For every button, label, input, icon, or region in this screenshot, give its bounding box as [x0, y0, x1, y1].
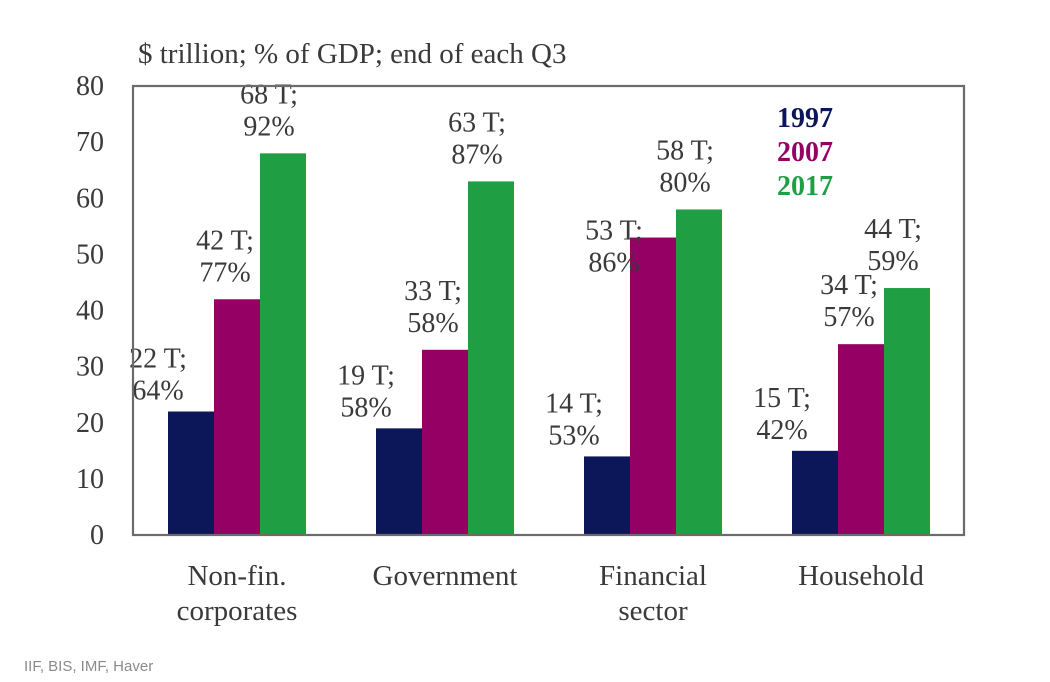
data-label-line: 58%	[407, 308, 458, 339]
bar-1997-1	[376, 428, 422, 535]
y-tick-label: 60	[76, 183, 104, 214]
data-label-1997-3: 15 T; 42%	[753, 383, 811, 446]
y-tick-label: 50	[76, 239, 104, 270]
source-note: IIF, BIS, IMF, Haver	[24, 658, 154, 675]
data-label-line: 42 T;	[196, 225, 254, 256]
legend-item-1997: 1997	[777, 103, 833, 134]
x-category-line: Government	[373, 560, 518, 592]
bar-2017-0	[260, 153, 306, 535]
data-label-2017-1: 63 T; 87%	[448, 107, 506, 170]
data-label-line: 22 T;	[129, 344, 187, 375]
bar-2007-1	[422, 349, 468, 535]
y-axis: 0 10 20 30 40 50 60 70 80	[76, 71, 104, 551]
y-tick-label: 70	[76, 127, 104, 158]
data-label-line: 64%	[132, 376, 183, 407]
legend-item-2017: 2017	[777, 171, 833, 202]
data-label-2007-0: 42 T; 77%	[196, 225, 254, 288]
bar-2017-2	[676, 209, 722, 535]
data-label-line: 57%	[823, 302, 874, 333]
x-category-label: Non-fin. corporates	[177, 560, 298, 627]
data-label-line: 33 T;	[404, 276, 462, 307]
data-label-1997-2: 14 T; 53%	[545, 388, 603, 451]
y-tick-label: 30	[76, 352, 104, 383]
x-category-line: corporates	[177, 595, 298, 627]
data-labels-group: 22 T; 64% 19 T; 58% 14 T; 53%15 T; 42%42 T; 77%…	[129, 79, 922, 451]
data-label-line: 63 T;	[448, 107, 506, 138]
bar-2007-2	[630, 237, 676, 535]
x-category-line: Financial	[599, 560, 707, 592]
plot-frame	[131, 84, 966, 537]
data-label-2007-2: 53 T; 86%	[585, 216, 643, 279]
x-category-label: Financial sector	[599, 560, 707, 627]
legend-item-2007: 2007	[777, 137, 833, 168]
data-label-line: 59%	[867, 246, 918, 277]
data-label-line: 86%	[588, 248, 639, 279]
data-label-line: 92%	[243, 111, 294, 142]
y-tick-label: 0	[90, 520, 104, 551]
data-label-2007-1: 33 T; 58%	[404, 276, 462, 339]
x-category-line: sector	[618, 595, 688, 627]
chart-title: $ trillion; % of GDP; end of each Q3	[138, 38, 566, 70]
data-label-line: 68 T;	[240, 79, 298, 110]
x-category-line: Non-fin.	[187, 560, 286, 592]
data-label-line: 58%	[340, 392, 391, 423]
data-label-2007-3: 34 T; 57%	[820, 270, 878, 333]
data-label-line: 87%	[451, 139, 502, 170]
y-tick-label: 40	[76, 296, 104, 327]
bar-2017-3	[884, 288, 930, 535]
bar-1997-0	[168, 411, 214, 535]
data-label-line: 14 T;	[545, 388, 603, 419]
y-tick-label: 80	[76, 71, 104, 102]
x-category-label: Household	[798, 560, 924, 592]
data-label-line: 53 T;	[585, 216, 643, 247]
bar-1997-3	[792, 450, 838, 535]
data-label-line: 77%	[199, 257, 250, 288]
bar-2017-1	[468, 181, 514, 535]
data-label-line: 34 T;	[820, 270, 878, 301]
data-label-2017-2: 58 T; 80%	[656, 135, 714, 198]
data-label-1997-0: 22 T; 64%	[129, 344, 187, 407]
data-label-1997-1: 19 T; 58%	[337, 360, 395, 423]
x-category-label: Government	[373, 560, 518, 592]
data-label-line: 42%	[756, 415, 807, 446]
data-label-line: 53%	[548, 420, 599, 451]
data-label-2017-0: 68 T; 92%	[240, 79, 298, 142]
x-category-line: Household	[798, 560, 924, 592]
data-label-line: 15 T;	[753, 383, 811, 414]
data-label-line: 44 T;	[864, 214, 922, 245]
bar-1997-2	[584, 456, 630, 535]
bar-2007-0	[214, 299, 260, 535]
x-axis: Non-fin. corporates Government Financial sec…	[177, 560, 925, 627]
y-tick-label: 10	[76, 464, 104, 495]
data-label-line: 19 T;	[337, 360, 395, 391]
bars-group	[168, 153, 930, 535]
bar-2007-3	[838, 344, 884, 535]
y-tick-label: 20	[76, 408, 104, 439]
data-label-2017-3: 44 T; 59%	[864, 214, 922, 277]
data-label-line: 58 T;	[656, 135, 714, 166]
data-label-line: 80%	[659, 167, 710, 198]
